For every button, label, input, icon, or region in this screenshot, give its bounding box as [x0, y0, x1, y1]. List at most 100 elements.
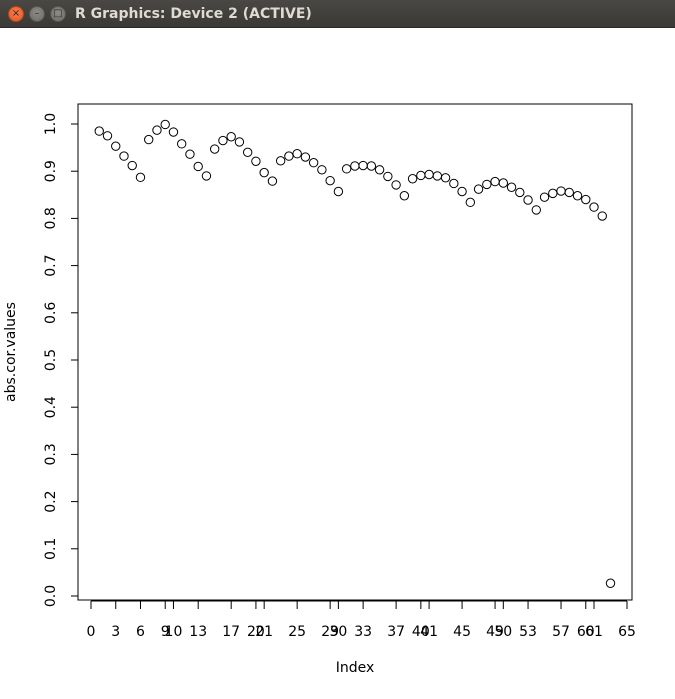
y-tick-label: 0.3 [43, 443, 59, 465]
data-point [209, 144, 220, 154]
data-point [201, 171, 212, 181]
y-tick-label: 1.0 [43, 113, 59, 135]
close-window-button[interactable]: × [8, 6, 24, 22]
data-point [531, 205, 541, 215]
data-point [515, 187, 525, 198]
minimize-window-button[interactable]: – [29, 6, 45, 22]
maximize-icon: □ [53, 8, 63, 19]
data-point [358, 160, 368, 171]
data-point [284, 151, 294, 161]
data-point [177, 139, 187, 149]
x-tick-label: 0 [87, 624, 96, 640]
data-point [325, 175, 335, 186]
data-point [251, 156, 261, 166]
x-tick-label: 60 [577, 624, 595, 640]
window-title: R Graphics: Device 2 (ACTIVE) [75, 6, 312, 22]
y-tick-label: 0.6 [43, 302, 59, 324]
data-point [267, 176, 278, 186]
data-point [111, 141, 121, 151]
data-point [102, 131, 113, 141]
x-tick-label: 40 [412, 624, 430, 640]
data-point [391, 180, 401, 190]
data-point [424, 169, 434, 180]
x-tick-label: 61 [585, 624, 603, 640]
x-tick-label: 17 [222, 624, 240, 640]
data-point [482, 179, 492, 190]
data-point [523, 195, 533, 205]
x-tick-label: 37 [387, 624, 405, 640]
data-point [366, 161, 377, 171]
data-point [259, 167, 269, 178]
y-tick-label: 0.8 [43, 207, 59, 229]
data-point [226, 132, 236, 142]
data-point [539, 192, 550, 202]
x-tick-label: 25 [288, 624, 306, 640]
x-tick-label: 9 [161, 624, 170, 640]
x-tick-label: 65 [618, 624, 636, 640]
data-point [556, 186, 566, 196]
data-point [498, 178, 509, 188]
data-point [185, 149, 195, 159]
data-point [407, 174, 418, 184]
x-tick-label: 33 [354, 624, 372, 640]
data-point [490, 176, 500, 187]
data-point [564, 187, 574, 198]
data-point [218, 135, 228, 146]
plot-canvas: 0.0 0.1 0.2 0.3 0.4 0.5 0.6 0.7 0.8 0.9 1.0 0 3 6 9 10… [0, 28, 675, 699]
x-tick-label: 49 [486, 624, 504, 640]
x-tick-label: 53 [519, 624, 537, 640]
data-point [317, 165, 327, 175]
y-axis: 0.0 0.1 0.2 0.3 0.4 0.5 0.6 0.7 0.8 0.9 1.0 [43, 113, 79, 607]
x-tick-label: 57 [552, 624, 570, 640]
data-points [94, 119, 616, 588]
data-point [160, 119, 170, 130]
y-tick-label: 0.2 [43, 490, 59, 512]
data-point [457, 186, 467, 197]
data-point [193, 161, 203, 172]
y-tick-label: 0.1 [43, 538, 59, 560]
maximize-window-button[interactable]: □ [50, 6, 66, 22]
plot-frame [77, 103, 633, 601]
data-point [350, 161, 360, 171]
minimize-icon: – [34, 8, 40, 19]
y-axis-label: abs.cor.values [3, 302, 19, 402]
scatter-chart: 0.0 0.1 0.2 0.3 0.4 0.5 0.6 0.7 0.8 0.9 1.0 0 3 6 910… [3, 103, 636, 676]
data-point [341, 164, 352, 174]
x-tick-label: 3 [111, 624, 120, 640]
data-point [465, 197, 476, 208]
data-point [473, 184, 484, 194]
data-point [548, 188, 558, 199]
data-point [605, 578, 616, 588]
data-point [300, 152, 311, 162]
data-point [432, 171, 443, 181]
window-titlebar[interactable]: × – □ R Graphics: Device 2 (ACTIVE) [0, 0, 675, 28]
data-point [119, 151, 129, 161]
data-point [94, 126, 104, 136]
data-point [234, 137, 245, 147]
data-point [416, 170, 426, 181]
data-point [168, 127, 179, 137]
x-tick-label: 50 [494, 624, 512, 640]
data-point [374, 165, 385, 175]
x-tick-label: 6 [136, 624, 145, 640]
data-point [449, 178, 459, 189]
data-point [589, 202, 599, 212]
data-point [292, 149, 302, 159]
x-tick-label: 20 [247, 624, 265, 640]
data-point [399, 191, 410, 201]
y-tick-label: 0.7 [43, 254, 59, 276]
data-point [440, 173, 451, 183]
x-tick-label: 41 [420, 624, 438, 640]
close-icon: × [11, 8, 21, 19]
x-axis-label: Index [336, 660, 375, 676]
y-tick-label: 0.4 [43, 396, 59, 418]
data-point [572, 191, 583, 201]
x-tick-label: 21 [255, 624, 273, 640]
x-tick-label: 30 [329, 624, 347, 640]
data-point [242, 147, 253, 158]
x-tick-label: 10 [165, 624, 183, 640]
y-tick-label: 0.5 [43, 349, 59, 371]
y-tick-label: 0.9 [43, 160, 59, 182]
data-point [135, 172, 146, 183]
